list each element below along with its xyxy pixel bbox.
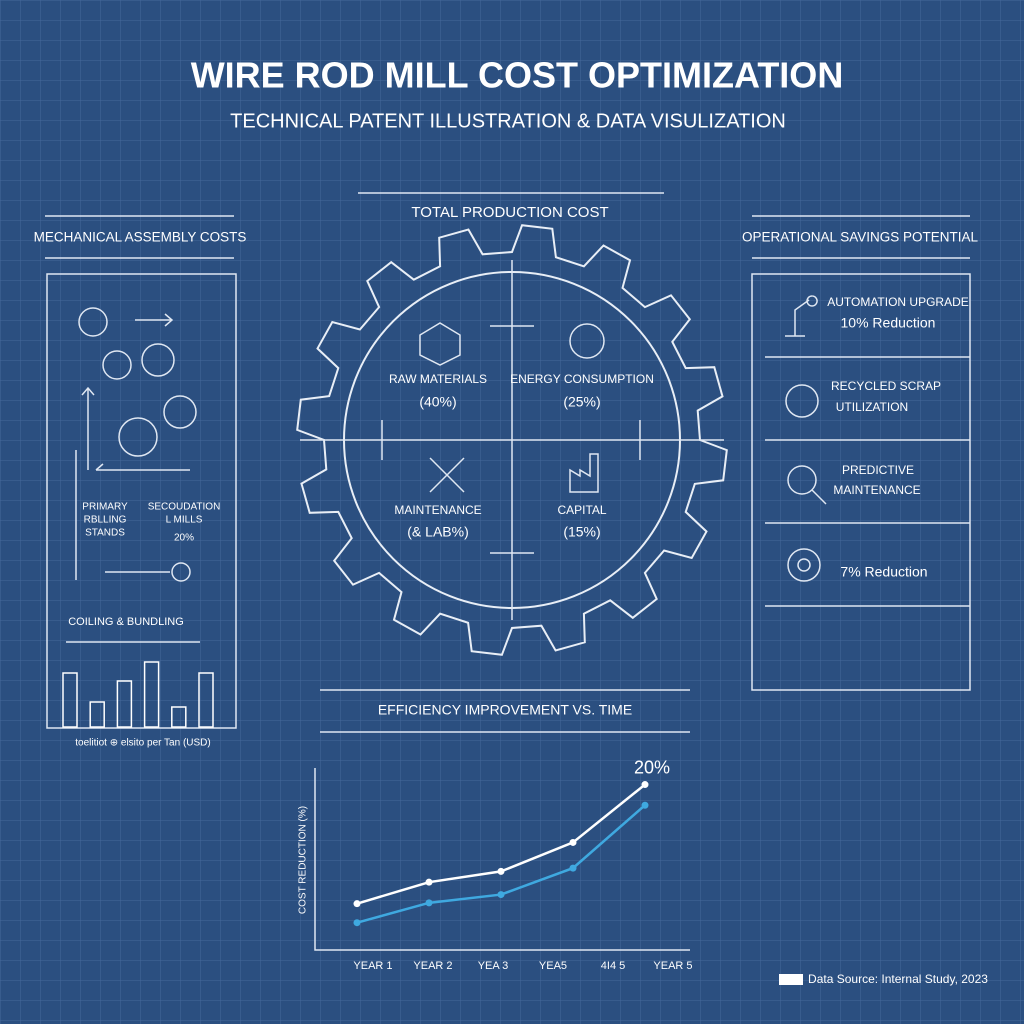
bar bbox=[171, 706, 187, 728]
quadrant-share: (15%) bbox=[563, 524, 600, 540]
line-chart: EFFICIENCY IMPROVEMENT VS. TIME COST RED… bbox=[298, 689, 690, 951]
x-tick-label: YEAR 1 bbox=[353, 960, 392, 972]
quadrant-label: ENERGY CONSUMPTION bbox=[510, 372, 654, 386]
left-label: SECOUDATION bbox=[148, 502, 221, 513]
savings-text: 10% Reduction bbox=[841, 315, 936, 331]
left-panel: MECHANICAL ASSEMBLY COSTS PRIMARY RBLLIN… bbox=[34, 215, 247, 749]
gear-title: TOTAL PRODUCTION COST bbox=[411, 204, 608, 221]
left-percent: 20% bbox=[174, 533, 194, 544]
annotation: 20% bbox=[634, 757, 670, 777]
series-point bbox=[353, 919, 361, 927]
series-point bbox=[425, 899, 433, 907]
left-label: STANDS bbox=[85, 528, 125, 539]
savings-text: MAINTENANCE bbox=[833, 483, 920, 497]
title: WIRE ROD MILL COST OPTIMIZATION bbox=[191, 55, 844, 96]
left-label: PRIMARY bbox=[82, 502, 128, 513]
quadrant-share: (40%) bbox=[419, 394, 456, 410]
subtitle: TECHNICAL PATENT ILLUSTRATION & DATA VIS… bbox=[230, 110, 786, 132]
x-tick-label: YEAR 5 bbox=[653, 960, 692, 972]
quadrant-share: (& LAB%) bbox=[407, 524, 468, 540]
quadrant-share: (25%) bbox=[563, 394, 600, 410]
quadrant-label: MAINTENANCE bbox=[394, 503, 481, 517]
series-point bbox=[641, 781, 649, 789]
savings-text: AUTOMATION UPGRADE bbox=[827, 295, 969, 309]
series-point bbox=[353, 900, 361, 908]
left-title: MECHANICAL ASSEMBLY COSTS bbox=[34, 230, 247, 245]
left-label: L MILLS bbox=[166, 515, 203, 526]
series-point bbox=[569, 838, 577, 846]
bar bbox=[143, 661, 160, 728]
bar bbox=[89, 701, 105, 728]
bar bbox=[198, 672, 214, 728]
series-point bbox=[569, 864, 577, 872]
quadrant-label: CAPITAL bbox=[557, 503, 606, 517]
footer-swatch bbox=[779, 974, 803, 985]
quadrant-label: RAW MATERIALS bbox=[389, 372, 487, 386]
bar bbox=[62, 672, 78, 728]
coiling-label: COILING & BUNDLING bbox=[68, 616, 184, 628]
footer: Data Source: Internal Study, 2023 bbox=[808, 972, 988, 986]
left-label: RBLLING bbox=[84, 515, 127, 526]
savings-text: 7% Reduction bbox=[840, 564, 927, 580]
savings-text: UTILIZATION bbox=[836, 400, 908, 414]
x-tick-label: YEAR 2 bbox=[413, 960, 452, 972]
gear-diagram: TOTAL PRODUCTION COST RAW MATERIALS (40%… bbox=[296, 192, 728, 656]
x-tick-label: YEA5 bbox=[539, 960, 567, 972]
right-title: OPERATIONAL SAVINGS POTENTIAL bbox=[742, 230, 979, 245]
series-point bbox=[641, 801, 649, 809]
right-panel: OPERATIONAL SAVINGS POTENTIAL AUTOMATION… bbox=[742, 215, 979, 691]
x-tick-label: 4I4 5 bbox=[601, 960, 625, 972]
series-point bbox=[497, 867, 505, 875]
savings-text: RECYCLED SCRAP bbox=[831, 379, 941, 393]
x-tick-label: YEA 3 bbox=[478, 960, 509, 972]
series-point bbox=[497, 891, 505, 899]
series-point bbox=[425, 878, 433, 886]
savings-text: PREDICTIVE bbox=[842, 463, 914, 477]
y-axis-label: COST REDUCTION (%) bbox=[298, 806, 309, 914]
line-title: EFFICIENCY IMPROVEMENT VS. TIME bbox=[378, 702, 632, 718]
bar bbox=[116, 680, 133, 728]
bar-caption: toelitiot ⊕ elsito per Tan (USD) bbox=[75, 738, 210, 749]
